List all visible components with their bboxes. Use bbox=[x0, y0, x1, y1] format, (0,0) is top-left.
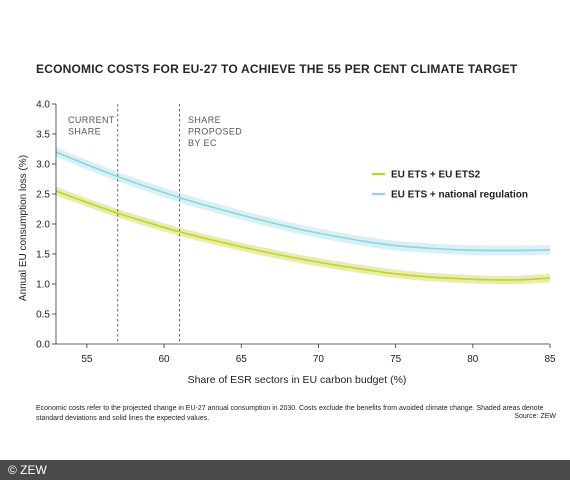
annotation-label: SHARE bbox=[188, 115, 221, 125]
annotation-label: PROPOSED bbox=[188, 127, 242, 137]
annotation-label: BY EC bbox=[188, 138, 217, 148]
legend-label: EU ETS + national regulation bbox=[391, 190, 528, 201]
line-series-1 bbox=[55, 190, 551, 281]
y-tick-label: 2.5 bbox=[36, 190, 50, 201]
series-lines bbox=[55, 151, 551, 281]
x-axis-title: Share of ESR sectors in EU carbon budget… bbox=[188, 374, 407, 386]
legend-label: EU ETS + EU ETS2 bbox=[391, 170, 481, 181]
x-tick-label: 70 bbox=[313, 354, 325, 365]
x-tick-label: 80 bbox=[467, 354, 479, 365]
annotation-label: CURRENT bbox=[68, 115, 115, 125]
y-tick-label: 3.5 bbox=[36, 130, 50, 141]
x-tick-label: 60 bbox=[159, 354, 171, 365]
annotation-label: SHARE bbox=[68, 127, 101, 137]
band-series-2 bbox=[56, 147, 550, 256]
x-tick-label: 55 bbox=[81, 354, 93, 365]
y-tick-label: 0.0 bbox=[36, 340, 50, 351]
y-axis-title: Annual EU consumption loss (%) bbox=[18, 155, 29, 301]
uncertainty-bands bbox=[56, 147, 550, 285]
y-tick-label: 2.0 bbox=[36, 220, 50, 231]
y-tick-label: 1.0 bbox=[36, 280, 50, 291]
footer-bar: © ZEW bbox=[0, 460, 570, 480]
x-tick-label: 85 bbox=[544, 354, 556, 365]
line-chart: 0.0 0.5 1.0 1.5 2.0 2.5 3.0 3.5 4.0 55 60 65 70 75 80 8… bbox=[18, 100, 556, 387]
x-tick-label: 65 bbox=[236, 354, 248, 365]
y-tick-label: 3.0 bbox=[36, 160, 50, 171]
legend: EU ETS + EU ETS2 EU ETS + national regula… bbox=[372, 170, 528, 201]
line-series-2 bbox=[55, 151, 551, 252]
y-tick-label: 1.5 bbox=[36, 250, 50, 261]
copyright-text: © ZEW bbox=[8, 463, 47, 477]
chart-title: ECONOMIC COSTS FOR EU-27 TO ACHIEVE THE … bbox=[36, 62, 518, 76]
band-series-1 bbox=[56, 186, 550, 285]
source-label: Source: ZEW bbox=[514, 413, 556, 420]
axes: 0.0 0.5 1.0 1.5 2.0 2.5 3.0 3.5 4.0 55 60 65 70 75 80 8… bbox=[18, 100, 556, 387]
y-tick-label: 4.0 bbox=[36, 100, 50, 111]
reference-lines bbox=[117, 104, 180, 344]
footnote: Economic costs refer to the projected ch… bbox=[36, 405, 544, 422]
x-tick-label: 75 bbox=[390, 354, 402, 365]
y-tick-label: 0.5 bbox=[36, 310, 50, 321]
